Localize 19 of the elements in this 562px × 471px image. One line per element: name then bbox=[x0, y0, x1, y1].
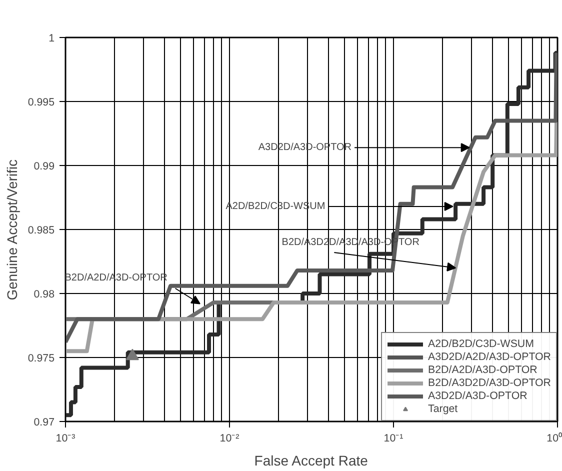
y-tick-label: 0.98 bbox=[34, 288, 55, 300]
legend-label: B2D/A3D2D/A3D-OPTOR bbox=[428, 377, 551, 389]
y-axis-title: Genuine Accept/Verific bbox=[4, 159, 20, 300]
x-tick-label: 10⁻² bbox=[220, 432, 240, 444]
y-tick-label: 0.995 bbox=[28, 96, 55, 108]
legend-label: B2D/A2D/A3D-OPTOR bbox=[428, 364, 538, 376]
y-tick-label: 0.97 bbox=[34, 416, 55, 428]
x-tick-label: 10⁻¹ bbox=[384, 432, 404, 444]
y-tick-label: 1 bbox=[48, 32, 55, 44]
legend-label: A2D/B2D/C3D-WSUM bbox=[428, 338, 534, 350]
y-tick-label: 0.975 bbox=[28, 352, 55, 364]
legend-label: A3D2D/A3D-OPTOR bbox=[428, 390, 528, 402]
x-tick-label: 10⁰ bbox=[546, 432, 562, 444]
legend-label: A3D2D/A2D/A3D-OPTOR bbox=[428, 351, 551, 363]
x-axis-title: False Accept Rate bbox=[254, 452, 368, 468]
x-tick-label: 10⁻³ bbox=[56, 432, 76, 444]
legend-label: Target bbox=[428, 403, 458, 415]
y-tick-label: 0.985 bbox=[28, 224, 55, 236]
y-tick-label: 0.99 bbox=[34, 160, 55, 172]
